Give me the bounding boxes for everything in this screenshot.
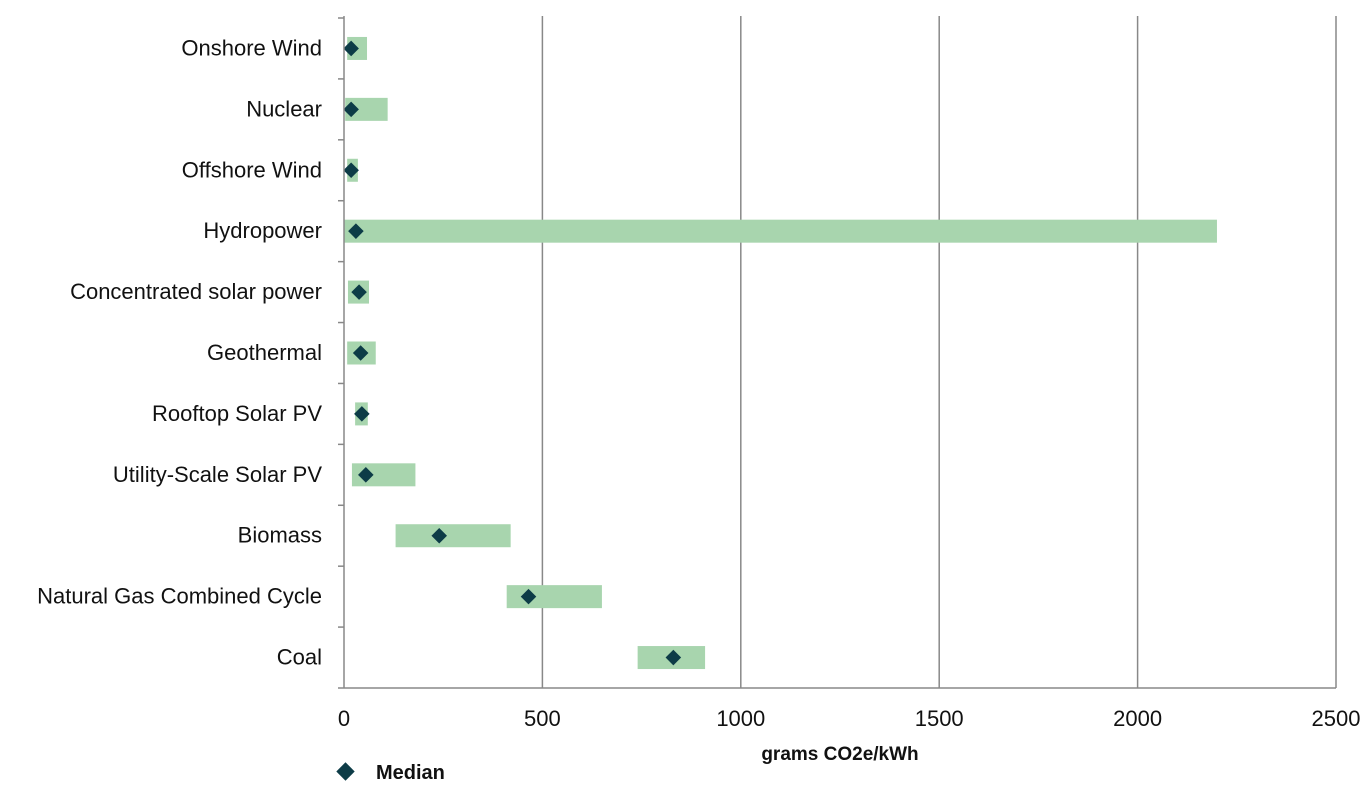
category-label: Natural Gas Combined Cycle xyxy=(37,584,322,609)
gridlines xyxy=(541,16,1337,688)
category-label: Hydropower xyxy=(203,218,322,243)
median-marker xyxy=(343,162,359,179)
median-marker xyxy=(348,223,364,239)
x-tick-label: 2000 xyxy=(1113,706,1162,731)
x-tick-labels: 0 500 1000 1500 2000 2500 xyxy=(338,706,1361,731)
legend-median-label: Median xyxy=(376,762,445,784)
median-marker xyxy=(520,588,537,605)
median-markers xyxy=(343,40,682,666)
x-tick-label: 2500 xyxy=(1312,706,1361,731)
category-label: Concentrated solar power xyxy=(70,279,322,304)
range-bar xyxy=(345,97,388,121)
x-tick-label: 500 xyxy=(524,706,561,731)
range-bar xyxy=(344,219,1217,243)
category-label: Offshore Wind xyxy=(182,157,322,182)
x-tick-label: 1000 xyxy=(716,706,765,731)
legend-median-marker xyxy=(336,762,355,781)
legend: Median xyxy=(336,762,445,784)
category-label: Geothermal xyxy=(207,340,322,365)
range-bars xyxy=(344,36,1217,670)
category-label: Onshore Wind xyxy=(181,35,322,60)
x-axis-title: grams CO2e/kWh xyxy=(761,744,918,765)
median-marker xyxy=(665,649,682,666)
axes xyxy=(338,16,1336,689)
x-tick-label: 1500 xyxy=(915,706,964,731)
category-label: Coal xyxy=(277,645,322,670)
range-bar xyxy=(395,524,511,548)
category-label: Nuclear xyxy=(246,96,322,121)
category-label: Utility-Scale Solar PV xyxy=(113,462,322,487)
category-label: Rooftop Solar PV xyxy=(152,401,322,426)
category-labels: Onshore Wind Nuclear Offshore Wind Hydropow… xyxy=(37,35,322,669)
category-label: Biomass xyxy=(238,523,322,548)
x-tick-label: 0 xyxy=(338,706,350,731)
